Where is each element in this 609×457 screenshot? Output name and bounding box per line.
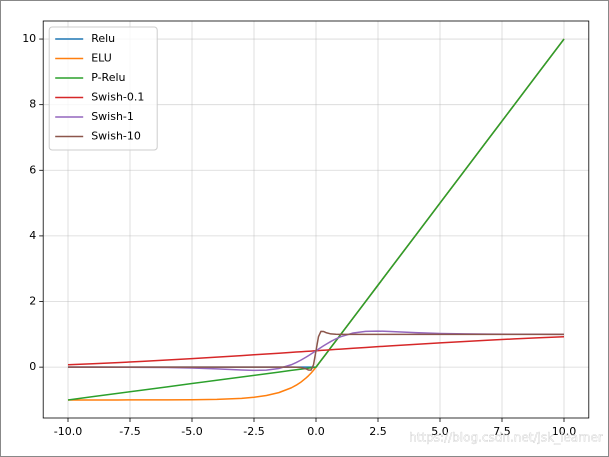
x-tick-label: 7.5 bbox=[493, 425, 511, 438]
watermark: https://blog.csdn.net/jsk_learner bbox=[409, 431, 603, 445]
x-tick-label: 0.0 bbox=[307, 425, 325, 438]
legend: Relu ELU P-Relu Swish-0.1 Swish-1 Swish-10 bbox=[48, 26, 158, 151]
x-tick-label: 5.0 bbox=[431, 425, 449, 438]
x-tick-label: -10.0 bbox=[54, 425, 82, 438]
legend-label: Swish-0.1 bbox=[91, 91, 144, 104]
y-tick-label: 6 bbox=[29, 163, 36, 176]
y-tick-label: 4 bbox=[29, 229, 36, 242]
legend-label: ELU bbox=[91, 52, 112, 65]
series-line bbox=[68, 330, 564, 371]
legend-label: P-Relu bbox=[91, 71, 125, 84]
y-tick-label: 10 bbox=[22, 32, 36, 45]
legend-label: Swish-10 bbox=[91, 130, 141, 143]
y-tick-label: 0 bbox=[29, 360, 36, 373]
x-tick-label: 10.0 bbox=[552, 425, 577, 438]
x-tick-label: -2.5 bbox=[243, 425, 264, 438]
y-tick-label: 8 bbox=[29, 98, 36, 111]
x-tick-label: 2.5 bbox=[369, 425, 387, 438]
x-tick-label: -5.0 bbox=[181, 425, 202, 438]
legend-label: Swish-1 bbox=[91, 110, 134, 123]
x-tick-label: -7.5 bbox=[119, 425, 140, 438]
series-line bbox=[67, 38, 565, 401]
plot-frame bbox=[42, 20, 590, 419]
y-tick-label: 2 bbox=[29, 295, 36, 308]
legend-label: Relu bbox=[91, 32, 115, 45]
